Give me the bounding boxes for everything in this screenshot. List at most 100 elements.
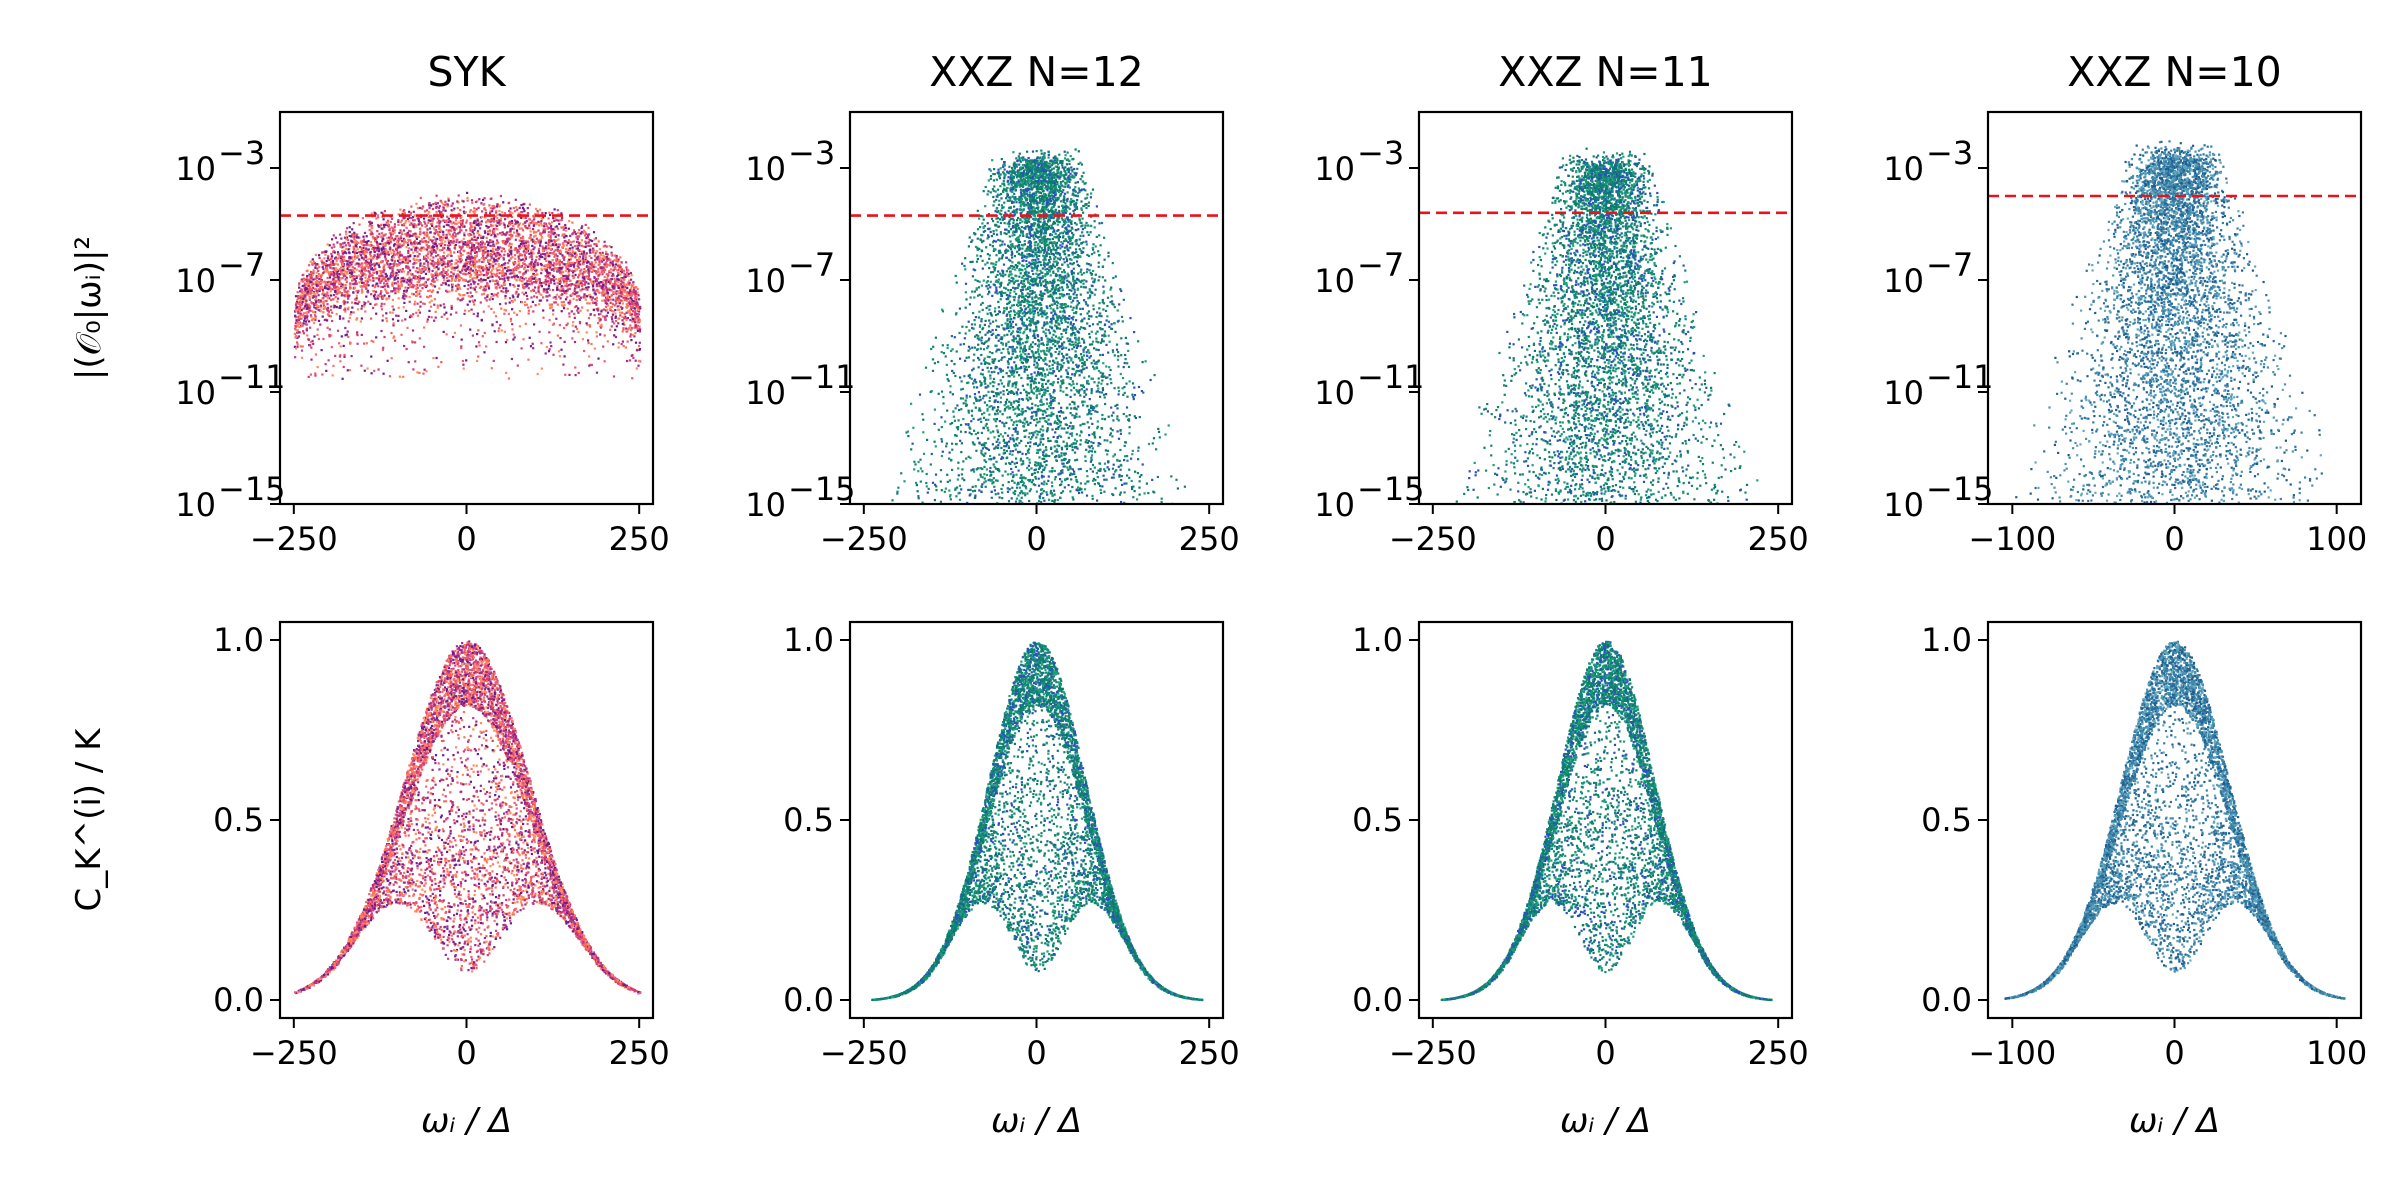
- data-point: [567, 278, 569, 280]
- data-point: [337, 263, 339, 265]
- data-point: [370, 259, 372, 261]
- data-point: [579, 280, 581, 282]
- data-point: [377, 247, 379, 249]
- data-point: [325, 250, 327, 252]
- data-point: [604, 276, 606, 278]
- data-point: [435, 277, 437, 279]
- data-point: [632, 281, 634, 283]
- data-point: [405, 295, 407, 297]
- data-point: [383, 336, 385, 338]
- data-point: [355, 290, 357, 292]
- data-point: [483, 286, 485, 288]
- data-point: [519, 279, 521, 281]
- data-point: [382, 247, 384, 249]
- data-point: [551, 306, 553, 308]
- data-point: [407, 252, 409, 254]
- data-point: [503, 313, 505, 315]
- data-point: [485, 248, 487, 250]
- data-point: [395, 315, 397, 317]
- data-point: [456, 284, 458, 286]
- data-point: [634, 332, 636, 334]
- data-point: [349, 343, 351, 345]
- data-point: [529, 283, 531, 285]
- data-point: [425, 273, 427, 275]
- data-point: [370, 241, 372, 243]
- data-point: [610, 302, 612, 304]
- data-point: [472, 260, 474, 262]
- data-point: [306, 316, 308, 318]
- data-point: [567, 323, 569, 325]
- data-point: [570, 264, 572, 266]
- data-point: [299, 312, 301, 314]
- data-point: [548, 235, 550, 237]
- data-point: [475, 272, 477, 274]
- data-point: [424, 223, 426, 225]
- data-point: [623, 270, 625, 272]
- data-point: [455, 219, 457, 221]
- data-point: [409, 284, 411, 286]
- data-point: [516, 275, 518, 277]
- data-point: [381, 228, 383, 230]
- data-point: [435, 231, 437, 233]
- data-point: [524, 226, 526, 228]
- data-point: [466, 197, 468, 199]
- data-point: [513, 312, 515, 314]
- data-point: [409, 269, 411, 271]
- data-point: [597, 268, 599, 270]
- data-point: [537, 212, 539, 214]
- data-point: [612, 299, 614, 301]
- data-point: [401, 259, 403, 261]
- data-point: [466, 268, 468, 270]
- data-point: [357, 290, 359, 292]
- data-point: [386, 283, 388, 285]
- data-point: [528, 253, 530, 255]
- data-point: [328, 286, 330, 288]
- data-point: [309, 344, 311, 346]
- data-point: [497, 233, 499, 235]
- data-point: [369, 271, 371, 273]
- data-point: [603, 288, 605, 290]
- data-point: [476, 360, 478, 362]
- data-point: [372, 257, 374, 259]
- data-point: [639, 320, 641, 322]
- data-point: [451, 222, 453, 224]
- data-point: [522, 273, 524, 275]
- data-point: [325, 363, 327, 365]
- data-point: [528, 244, 530, 246]
- data-point: [598, 240, 600, 242]
- data-point: [358, 281, 360, 283]
- data-point: [623, 288, 625, 290]
- data-point: [479, 248, 481, 250]
- data-point: [576, 286, 578, 288]
- data-point: [512, 284, 514, 286]
- data-point: [436, 195, 438, 197]
- data-point: [522, 262, 524, 264]
- data-point: [300, 345, 302, 347]
- data-point: [317, 328, 319, 330]
- data-point: [397, 254, 399, 256]
- data-point: [595, 261, 597, 263]
- data-point: [504, 243, 506, 245]
- data-point: [528, 287, 530, 289]
- data-point: [423, 258, 425, 260]
- data-point: [560, 212, 562, 214]
- data-point: [632, 334, 634, 336]
- data-point: [586, 289, 588, 291]
- data-point: [363, 241, 365, 243]
- data-point: [344, 284, 346, 286]
- data-point: [319, 283, 321, 285]
- data-point: [491, 254, 493, 256]
- data-point: [320, 310, 322, 312]
- data-point: [639, 348, 641, 350]
- data-point: [374, 268, 376, 270]
- data-point: [345, 231, 347, 233]
- data-point: [377, 298, 379, 300]
- data-point: [382, 315, 384, 317]
- data-point: [330, 261, 332, 263]
- data-point: [459, 231, 461, 233]
- data-point: [427, 318, 429, 320]
- data-point: [435, 252, 437, 254]
- data-point: [350, 235, 352, 237]
- data-point: [538, 252, 540, 254]
- data-point: [364, 267, 366, 269]
